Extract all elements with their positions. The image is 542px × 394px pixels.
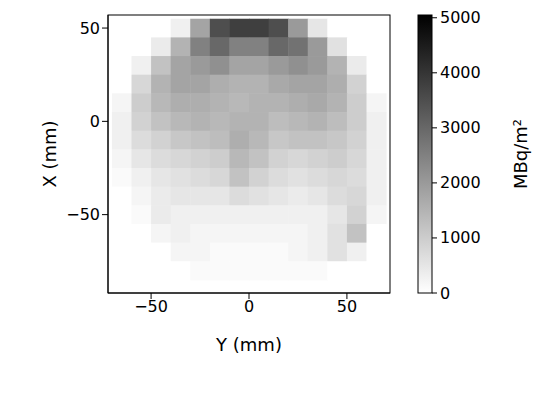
svg-text:Y (mm): Y (mm) [215, 334, 282, 355]
svg-text:0: 0 [440, 284, 450, 303]
svg-text:4000: 4000 [440, 63, 481, 82]
svg-text:0: 0 [90, 112, 100, 131]
svg-text:2000: 2000 [440, 173, 481, 192]
svg-text:MBq/m²: MBq/m² [510, 119, 531, 189]
svg-text:1000: 1000 [440, 228, 481, 247]
svg-text:5000: 5000 [440, 8, 481, 27]
svg-text:50: 50 [80, 19, 100, 38]
svg-text:0: 0 [244, 297, 254, 316]
svg-text:−50: −50 [134, 297, 168, 316]
svg-text:50: 50 [337, 297, 357, 316]
svg-text:X (mm): X (mm) [39, 120, 60, 187]
svg-text:3000: 3000 [440, 118, 481, 137]
svg-text:−50: −50 [66, 205, 100, 224]
